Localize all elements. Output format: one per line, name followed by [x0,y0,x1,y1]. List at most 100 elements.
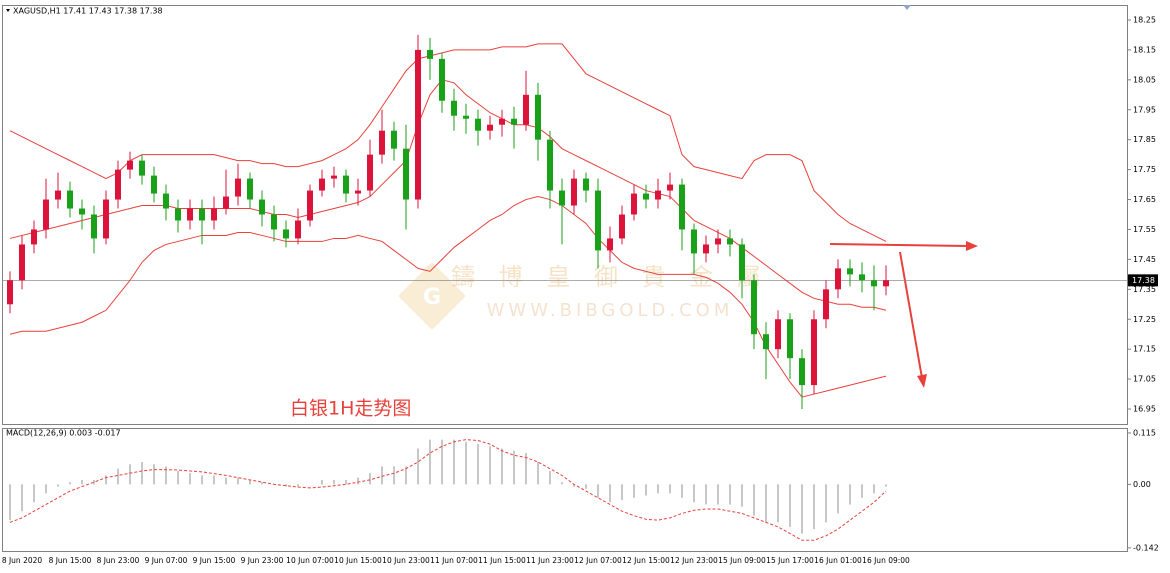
candle-body [151,175,157,194]
candle-body [871,280,877,287]
watermark-logo: G [398,262,466,330]
candle-body [451,100,457,116]
candle-body [199,208,205,221]
x-tick-label: 12 Jun 07:00 [574,556,622,565]
arrows [829,241,978,388]
y-tick-label: 18.25 [1133,15,1156,24]
x-tick-label: 16 Jun 09:00 [862,556,910,565]
candle-body [79,208,85,215]
macd-signal [9,439,887,541]
watermark-url: WWW.BIBGOLD.COM [487,300,734,321]
candle-body [571,178,577,206]
y-tick-label: 17.05 [1133,375,1156,384]
candle-body [175,208,181,221]
macd-header: MACD(12,26,9) 0.003 -0.017 [6,429,121,438]
candle-body [403,148,409,200]
candle-body [859,274,865,281]
candle-body [883,280,889,287]
candle-body [427,49,433,59]
price-header: XAGUSD,H1 17.41 17.43 17.38 17.38 [13,7,163,16]
candle-body [643,193,649,200]
candle-body [847,268,853,275]
candle-body [487,124,493,131]
candle-body [691,229,697,254]
candle-body [235,178,241,197]
candle-body [211,208,217,221]
x-tick-label: 16 Jun 01:00 [814,556,862,565]
candle-body [439,58,445,101]
y-tick-label: 17.75 [1133,165,1156,174]
candle-body [679,184,685,230]
y-tick-label: 17.85 [1133,135,1156,144]
candle-body [739,244,745,281]
candle-body [619,214,625,239]
annotation: 白银1H走势图 [290,398,411,420]
candle-body [163,193,169,209]
candle-body [115,169,121,200]
candle-body [823,289,829,320]
x-tick-label: 12 Jun 23:00 [670,556,718,565]
candle-body [631,193,637,215]
x-tick-label: 11 Jun 23:00 [526,556,574,565]
candle-body [67,190,73,209]
header-marker [6,9,10,12]
candle-body [43,199,49,230]
candle-body [295,220,301,239]
candle-body [223,196,229,209]
candle-body [463,115,469,119]
last-price-label: 17.38 [1132,276,1155,285]
candle-body [19,244,25,281]
candle-body [835,268,841,290]
candle-body [763,334,769,350]
candle-body [283,229,289,239]
candle-body [799,358,805,386]
macd-panel [2,428,1128,552]
candle-body [139,160,145,176]
x-tick-label: 10 Jun 07:00 [286,556,334,565]
candle-body [355,190,361,194]
x-tick-label: 9 Jun 23:00 [241,556,284,565]
y-tick-label: 0.115 [1133,428,1156,437]
candle-body [415,49,421,200]
candle-body [751,280,757,335]
watermark: 鑄 博 皇 御 貴 金 屬 [451,263,769,291]
svg-text:G: G [423,285,441,310]
candle-body [511,118,517,125]
y-tick-label: 16.95 [1133,405,1156,414]
x-tick-label: 15 Jun 17:00 [766,556,814,565]
x-tick-label: 8 Jun 15:00 [49,556,92,565]
candle-body [811,319,817,386]
y-tick-label: -0.142 [1133,543,1159,552]
x-tick-label: 15 Jun 09:00 [718,556,766,565]
candle-body [607,238,613,251]
candle-body [391,130,397,149]
candle-body [583,178,589,191]
candle-body [307,190,313,221]
candle-body [475,118,481,131]
candle-body [535,94,541,140]
candle-body [523,94,529,125]
candle-body [187,208,193,221]
candle-body [667,184,673,191]
x-tick-label: 12 Jun 15:00 [622,556,670,565]
candle-body [727,238,733,245]
x-tick-label: 9 Jun 07:00 [145,556,188,565]
candle-body [127,160,133,170]
candle-body [31,229,37,245]
y-tick-label: 17.45 [1133,255,1156,264]
candle-body [547,139,553,191]
candle-body [703,244,709,254]
main-panel [2,5,1128,425]
candle-body [55,190,61,200]
y-tick-label: 18.15 [1133,45,1156,54]
candle-body [595,190,601,251]
shift-marker [903,5,911,10]
candle-body [319,178,325,191]
candle-body [103,199,109,239]
x-tick-label: 8 Jun 23:00 [97,556,140,565]
last-price-box [1128,274,1158,287]
y-tick-label: 17.95 [1133,105,1156,114]
candle-body [775,319,781,350]
